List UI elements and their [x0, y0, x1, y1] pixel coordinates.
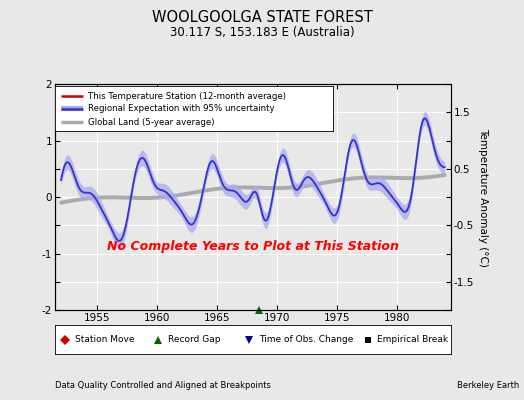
Text: Empirical Break: Empirical Break [377, 335, 449, 344]
Text: Regional Expectation with 95% uncertainty: Regional Expectation with 95% uncertaint… [89, 104, 275, 113]
Y-axis label: Temperature Anomaly (°C): Temperature Anomaly (°C) [478, 128, 488, 266]
Text: No Complete Years to Plot at This Station: No Complete Years to Plot at This Statio… [107, 240, 399, 253]
Text: Time of Obs. Change: Time of Obs. Change [259, 335, 353, 344]
Text: This Temperature Station (12-month average): This Temperature Station (12-month avera… [89, 92, 286, 101]
Text: Data Quality Controlled and Aligned at Breakpoints: Data Quality Controlled and Aligned at B… [55, 381, 271, 390]
Text: Berkeley Earth: Berkeley Earth [456, 381, 519, 390]
Text: 30.117 S, 153.183 E (Australia): 30.117 S, 153.183 E (Australia) [170, 26, 354, 39]
Text: Global Land (5-year average): Global Land (5-year average) [89, 118, 215, 127]
Text: Station Move: Station Move [75, 335, 134, 344]
Text: WOOLGOOLGA STATE FOREST: WOOLGOOLGA STATE FOREST [151, 10, 373, 25]
Text: Record Gap: Record Gap [168, 335, 220, 344]
